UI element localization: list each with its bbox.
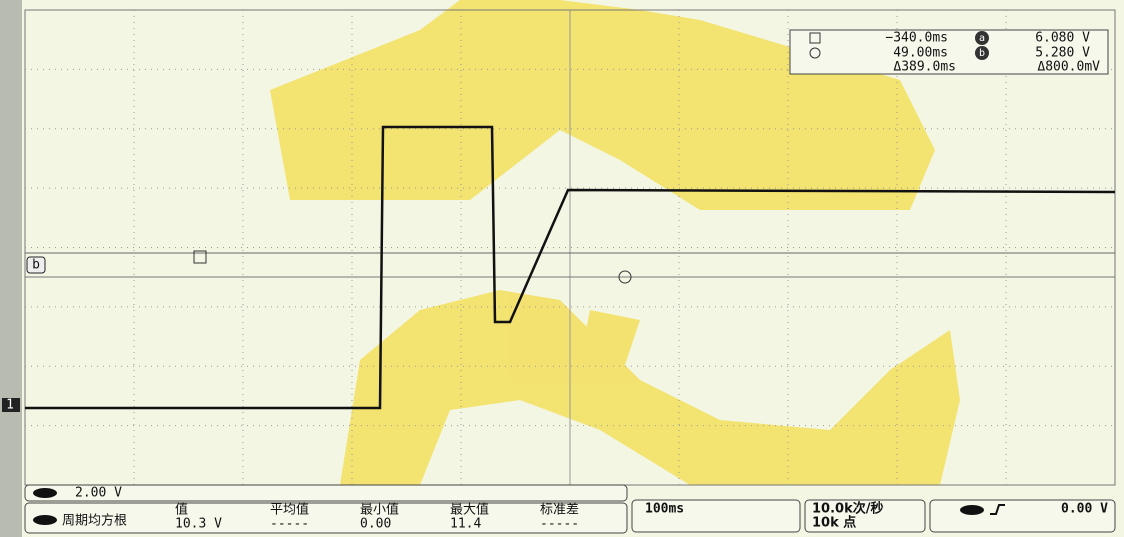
marker-1-label: 1 xyxy=(6,398,14,413)
channel-icon xyxy=(33,488,57,498)
icon-b: b xyxy=(979,48,985,59)
icon-circle xyxy=(809,47,821,59)
trigger-edge xyxy=(990,504,1005,515)
icon-a-bg xyxy=(975,31,989,45)
acquisition-rate: 10.0k次/秒 xyxy=(812,501,883,517)
measurement-value: ----- xyxy=(540,517,579,532)
timebase-scale: 100ms xyxy=(645,502,684,517)
cursor-circle xyxy=(618,270,632,284)
measurement-icon xyxy=(33,515,57,525)
measurement-value: 10.3 V xyxy=(175,517,222,532)
measurement-value: ----- xyxy=(270,517,309,532)
measurement-name: 周期均方根 xyxy=(62,513,127,529)
volt-a: 6.080 V xyxy=(1035,31,1090,46)
measurement-value: 0.00 xyxy=(360,517,391,532)
trigger-level: 0.00 V xyxy=(1061,502,1108,517)
marker-b-label: b xyxy=(32,258,40,273)
measurement-header: 最大值 xyxy=(450,502,489,518)
measurement-value: 11.4 xyxy=(450,517,481,532)
time-b: 49.00ms xyxy=(893,46,948,61)
marker-b xyxy=(26,256,46,274)
cursor-square xyxy=(193,250,207,264)
graticule xyxy=(25,10,1115,485)
acquisition-box xyxy=(804,499,926,533)
measurement-header: 标准差 xyxy=(540,503,579,518)
timebase-box xyxy=(631,499,801,533)
measurement-header: 值 xyxy=(175,502,188,518)
measurement-header: 平均值 xyxy=(270,502,309,518)
acquisition-points: 10k 点 xyxy=(812,515,856,531)
icon-a: a xyxy=(979,33,985,44)
channel-scale: 2.00 V xyxy=(75,486,122,501)
icon-b-bg xyxy=(975,46,989,60)
volt-b: 5.280 V xyxy=(1035,46,1090,61)
cursor-readout-box xyxy=(789,29,1109,75)
delta-time: Δ389.0ms xyxy=(893,60,956,75)
delta-volt: Δ800.0mV xyxy=(1037,60,1100,75)
channel-box xyxy=(24,484,628,502)
waveform xyxy=(25,125,1116,410)
watermark xyxy=(270,0,960,485)
watermark-shape xyxy=(340,290,960,485)
marker-1 xyxy=(2,398,20,412)
left-bezel xyxy=(0,0,22,537)
measurement-box xyxy=(24,502,628,534)
measurement-header: 最小值 xyxy=(360,502,399,518)
watermark-shape xyxy=(580,310,640,380)
time-a: −340.0ms xyxy=(885,31,948,46)
icon-square xyxy=(809,32,821,44)
trigger-icon xyxy=(960,505,984,515)
watermark-shape xyxy=(270,0,935,210)
